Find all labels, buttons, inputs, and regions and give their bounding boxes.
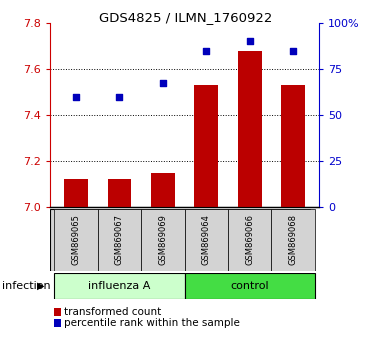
Bar [238,51,262,207]
Bar [141,209,185,271]
Text: GDS4825 / ILMN_1760922: GDS4825 / ILMN_1760922 [99,11,272,24]
Point [247,39,253,44]
Bar [55,209,98,271]
Text: infection: infection [2,281,50,291]
Bar [55,273,185,299]
Text: GSM869064: GSM869064 [202,215,211,265]
Point [160,80,166,86]
Text: GSM869069: GSM869069 [158,215,167,265]
Bar [64,179,88,207]
Point [290,48,296,53]
Text: GSM869068: GSM869068 [289,214,298,266]
Text: ▶: ▶ [37,281,45,291]
Text: transformed count: transformed count [65,307,162,317]
Bar [271,209,315,271]
Text: GSM869067: GSM869067 [115,214,124,266]
Bar [281,85,305,207]
Text: influenza A: influenza A [88,281,151,291]
Point [203,48,209,53]
Point [116,94,122,99]
Text: control: control [230,281,269,291]
Bar [185,209,228,271]
Bar [108,179,131,207]
Bar [151,173,175,207]
Bar [98,209,141,271]
Text: GSM869066: GSM869066 [245,214,254,266]
Bar [185,273,315,299]
Bar [228,209,271,271]
Text: GSM869065: GSM869065 [72,215,81,265]
Point [73,94,79,99]
Text: percentile rank within the sample: percentile rank within the sample [65,318,240,328]
Bar [194,85,218,207]
